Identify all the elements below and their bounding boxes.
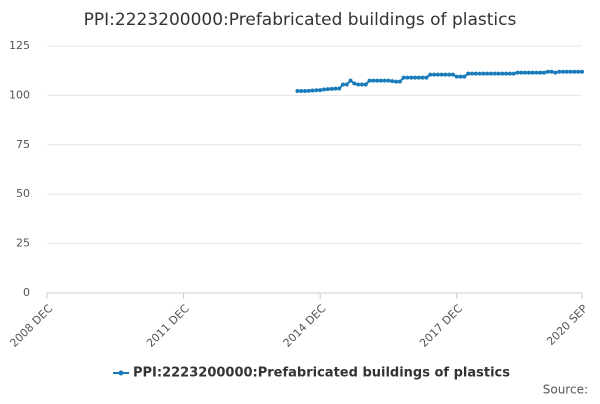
point (413, 75, 418, 80)
point (507, 71, 512, 76)
point (397, 79, 402, 84)
point (576, 69, 581, 74)
point (462, 74, 467, 79)
point (382, 78, 387, 83)
point (485, 71, 490, 76)
point (390, 79, 395, 84)
point (405, 75, 410, 80)
point (348, 78, 353, 83)
point (549, 69, 554, 74)
point (477, 71, 482, 76)
point (416, 75, 421, 80)
point (352, 81, 357, 86)
point (561, 69, 566, 74)
point (447, 72, 452, 77)
point (432, 72, 437, 77)
point (359, 82, 364, 87)
point (469, 71, 474, 76)
point (344, 82, 349, 87)
x-tick-label: 2014 DEC (281, 302, 329, 350)
point (545, 69, 550, 74)
point (511, 71, 516, 76)
x-tick-label: 2008 DEC (7, 302, 55, 350)
legend-marker (118, 370, 124, 376)
point (481, 71, 486, 76)
point (542, 70, 547, 75)
y-tick-label: 0 (23, 286, 30, 299)
point (333, 86, 338, 91)
point (496, 71, 501, 76)
point (454, 74, 459, 79)
point (295, 89, 300, 94)
point (580, 69, 584, 74)
point (325, 87, 330, 92)
point (321, 87, 326, 92)
point (409, 75, 414, 80)
point (435, 72, 440, 77)
point (572, 69, 577, 74)
y-tick-label: 50 (16, 187, 30, 200)
point (519, 70, 524, 75)
point (375, 78, 380, 83)
point (568, 69, 573, 74)
point (557, 69, 562, 74)
point (492, 71, 497, 76)
point (386, 78, 391, 83)
point (337, 86, 342, 91)
point (553, 70, 558, 75)
x-tick-label: 2011 DEC (144, 302, 192, 350)
point (534, 70, 539, 75)
legend-label: PPI:2223200000:Prefabricated buildings o… (133, 366, 510, 381)
point (314, 88, 319, 93)
point (371, 78, 376, 83)
y-tick-label: 100 (9, 88, 30, 101)
point (299, 89, 304, 94)
point (450, 72, 455, 77)
point (306, 88, 311, 93)
point (488, 71, 493, 76)
point (420, 75, 425, 80)
x-tick-label: 2017 DEC (417, 302, 465, 350)
point (356, 82, 361, 87)
x-tick-label: 2020 SEP (544, 302, 590, 348)
chart-title: PPI:2223200000:Prefabricated buildings o… (84, 10, 517, 30)
point (526, 70, 531, 75)
point (363, 82, 368, 87)
y-tick-label: 125 (9, 39, 30, 52)
point (523, 70, 528, 75)
point (401, 75, 406, 80)
point (378, 78, 383, 83)
point (564, 69, 569, 74)
point (515, 70, 520, 75)
point (394, 79, 399, 84)
point (466, 71, 471, 76)
point (504, 71, 509, 76)
point (329, 86, 334, 91)
point (428, 72, 433, 77)
point (367, 78, 372, 83)
point (473, 71, 478, 76)
point (500, 71, 505, 76)
point (303, 89, 308, 94)
point (439, 72, 444, 77)
point (443, 72, 448, 77)
y-tick-label: 25 (16, 237, 30, 250)
source: Source: (543, 383, 588, 397)
point (340, 82, 345, 87)
y-tick-label: 75 (16, 138, 30, 151)
point (424, 75, 429, 80)
point (458, 74, 463, 79)
point (318, 88, 323, 93)
point (530, 70, 535, 75)
point (310, 88, 315, 93)
point (538, 70, 543, 75)
